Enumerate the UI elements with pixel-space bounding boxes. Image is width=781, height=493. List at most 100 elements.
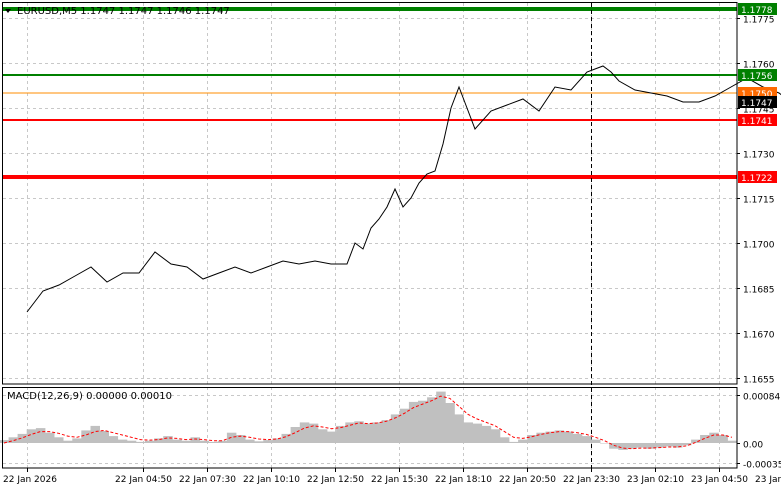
macd-bar bbox=[554, 430, 565, 443]
macd-bar bbox=[308, 423, 319, 443]
price-level-tag bbox=[738, 3, 777, 15]
macd-signal-line bbox=[3, 395, 733, 450]
macd-bar bbox=[691, 439, 701, 443]
price-line bbox=[26, 65, 781, 313]
macd-bar bbox=[145, 440, 155, 443]
price-level-tag-label: 1.1750 bbox=[741, 90, 773, 100]
macd-bar bbox=[618, 443, 628, 450]
macd-title: MACD(12,26,9) 0.00000 0.00010 bbox=[7, 391, 172, 402]
macd-bar bbox=[390, 414, 401, 443]
macd-bar bbox=[72, 438, 82, 443]
macd-bar bbox=[45, 432, 55, 443]
macd-bar bbox=[26, 429, 37, 443]
chart-frame bbox=[2, 2, 738, 469]
macd-bar bbox=[600, 443, 610, 444]
macd-bar bbox=[627, 443, 637, 449]
price-levels[interactable] bbox=[3, 7, 737, 179]
macd-bar bbox=[445, 403, 455, 443]
price-panel-frame bbox=[2, 2, 738, 385]
macd-bar bbox=[17, 433, 28, 443]
macd-bar bbox=[381, 420, 392, 443]
macd-bar bbox=[190, 437, 200, 443]
macd-bar bbox=[199, 440, 210, 443]
macd-bar bbox=[163, 436, 173, 443]
macd-bar bbox=[700, 435, 710, 443]
macd-bar bbox=[454, 414, 464, 443]
macd-bar bbox=[317, 429, 328, 443]
macd-bar bbox=[645, 443, 656, 449]
macd-bar bbox=[499, 437, 510, 443]
macd-bar bbox=[581, 436, 592, 443]
macd-bar bbox=[718, 435, 728, 443]
macd-indicator bbox=[0, 391, 737, 450]
macd-bar bbox=[545, 431, 555, 443]
macd-bar bbox=[299, 422, 310, 443]
macd-bar bbox=[35, 428, 46, 443]
macd-bar bbox=[490, 429, 501, 443]
price-level-tag-label: 1.1778 bbox=[741, 6, 773, 16]
macd-bar bbox=[99, 431, 109, 443]
macd-bar bbox=[281, 433, 291, 443]
macd-bar bbox=[563, 431, 574, 443]
price-tick-label: 1.1760 bbox=[743, 61, 775, 71]
macd-bar bbox=[117, 439, 128, 443]
collapse-triangle-icon[interactable] bbox=[5, 9, 11, 13]
time-tick-label: 23 Jan 02:10 bbox=[627, 475, 684, 485]
time-tick-label: 23 Jan 07:30 bbox=[755, 475, 781, 485]
macd-tick-label: -0.00035 bbox=[743, 461, 781, 471]
macd-bar bbox=[518, 439, 528, 443]
macd-tick-label: 0.00 bbox=[743, 441, 763, 451]
price-level-tag bbox=[738, 114, 777, 126]
time-tick-label: 22 Jan 23:30 bbox=[563, 475, 620, 485]
macd-bar bbox=[63, 440, 73, 443]
macd-bar bbox=[172, 439, 182, 443]
price-tick-label: 1.1700 bbox=[743, 241, 775, 251]
macd-bar bbox=[126, 440, 137, 443]
macd-bar bbox=[236, 435, 246, 443]
macd-bar bbox=[263, 440, 273, 443]
macd-bar bbox=[418, 400, 428, 443]
price-tick-label: 1.1745 bbox=[743, 106, 775, 116]
macd-bar bbox=[408, 401, 419, 443]
price-level-tag-label: 1.1756 bbox=[741, 72, 773, 82]
macd-bar bbox=[245, 439, 255, 443]
macd-bar bbox=[463, 422, 473, 443]
time-tick-label: 22 Jan 18:10 bbox=[435, 475, 492, 485]
price-level-tag bbox=[738, 171, 777, 183]
macd-bar bbox=[536, 432, 546, 443]
price-tick-label: 1.1655 bbox=[743, 376, 775, 386]
macd-bar bbox=[727, 440, 737, 443]
price-tick-label: 1.1775 bbox=[743, 16, 775, 26]
macd-bar bbox=[427, 397, 437, 443]
macd-bar bbox=[108, 436, 119, 443]
grid bbox=[3, 3, 737, 468]
price-level-tag bbox=[738, 69, 777, 81]
macd-bar bbox=[354, 421, 364, 443]
macd-bar bbox=[399, 408, 410, 443]
macd-bar bbox=[472, 423, 483, 443]
price-tick-label: 1.1685 bbox=[743, 286, 775, 296]
macd-bar bbox=[672, 443, 683, 448]
price-level-tag-label: 1.1747 bbox=[741, 99, 773, 109]
macd-bar bbox=[81, 430, 91, 443]
price-level-tag-label: 1.1722 bbox=[741, 174, 773, 184]
macd-bar bbox=[226, 432, 237, 443]
price-tick-label: 1.1730 bbox=[743, 151, 775, 161]
macd-bar bbox=[572, 433, 583, 443]
macd-tick-label: 0.00084 bbox=[743, 393, 780, 403]
macd-bar bbox=[336, 425, 346, 443]
macd-bar bbox=[682, 443, 692, 446]
macd-bar bbox=[509, 441, 519, 443]
macd-bar bbox=[527, 435, 537, 443]
macd-bar bbox=[0, 440, 9, 443]
main-title-group[interactable]: EURUSD,M5 1.1747 1.1747 1.1746 1.1747 bbox=[5, 6, 230, 17]
macd-bar bbox=[135, 441, 146, 443]
time-tick-label: 22 Jan 10:10 bbox=[243, 475, 300, 485]
macd-bar bbox=[208, 441, 219, 443]
chart-title: EURUSD,M5 1.1747 1.1747 1.1746 1.1747 bbox=[17, 6, 230, 17]
macd-bar bbox=[254, 441, 264, 443]
